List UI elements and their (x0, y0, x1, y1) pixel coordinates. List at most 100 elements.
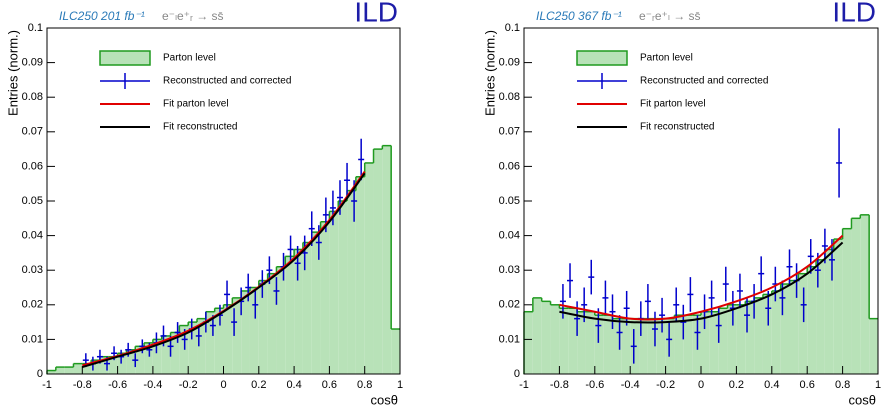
hist-bar (718, 308, 728, 374)
title: ILC250 201 fb⁻¹ (59, 9, 145, 23)
hist-bar (559, 308, 569, 374)
hist-bar (294, 249, 303, 374)
hist-bar (197, 318, 206, 374)
y-tick-label: 0 (37, 368, 43, 380)
x-tick-label: 1 (875, 379, 881, 391)
hist-bar (205, 311, 215, 374)
x-tick-label: 0 (698, 379, 704, 391)
y-tick-label: 0.02 (499, 299, 520, 311)
x-tick-label: -0.2 (179, 379, 198, 391)
legend-swatch (576, 50, 628, 66)
y-tick-label: 0.05 (499, 195, 520, 207)
hist-bar (311, 232, 321, 374)
y-tick-label: 0.09 (499, 57, 520, 69)
hist-bar (612, 318, 622, 374)
y-tick-label: 0.01 (22, 333, 43, 345)
y-tick-label: 0.1 (505, 22, 520, 34)
hist-bar (117, 353, 127, 374)
hist-bar (152, 339, 162, 374)
hist-bar (816, 259, 825, 374)
x-tick-label: -1 (519, 379, 529, 391)
hist-bar (258, 280, 268, 374)
hist-bar (585, 311, 595, 374)
panel: 0 0.01 0.02 0.03 0.04 0.05 0.06 0.07 0.08 0.09 0.1… (5, 0, 403, 407)
hist-bar (73, 363, 83, 374)
legend-label: Fit reconstructed (640, 122, 714, 133)
hist-bar (639, 318, 648, 374)
hist-bar (320, 221, 330, 374)
hist-bar (338, 201, 348, 374)
x-tick-label: 0.6 (800, 379, 815, 391)
hist-bar (674, 315, 684, 374)
subtitle: e⁻ᵣe⁺ₗ → ss̄ (639, 9, 701, 23)
hist-bar (108, 356, 118, 374)
hist-bar (47, 370, 56, 374)
hist-bar (82, 363, 92, 374)
x-tick-label: 0.8 (835, 379, 850, 391)
y-tick-label: 0.04 (499, 230, 520, 242)
x-axis-label: cosθ (849, 392, 876, 407)
hist-bar (541, 301, 551, 374)
legend-label: Parton level (163, 53, 216, 64)
hist-bar (355, 176, 365, 374)
hist-bar (594, 315, 604, 374)
hist-bar (692, 315, 701, 374)
legend-swatch (99, 50, 151, 66)
hist-bar (842, 228, 852, 374)
hist-bar (524, 311, 533, 374)
x-tick-label: -0.4 (143, 379, 162, 391)
x-tick-label: -0.6 (585, 379, 604, 391)
legend-label: Fit parton level (163, 99, 229, 110)
hist-bar (276, 266, 286, 374)
x-axis-label: cosθ (371, 392, 398, 407)
legend-label: Fit parton level (640, 99, 706, 110)
hist-bar (285, 256, 295, 374)
hist-bar (745, 301, 755, 374)
y-tick-label: 0.03 (22, 264, 43, 276)
hist-bar (754, 297, 763, 374)
hist-bar (727, 304, 737, 374)
hist-bar (683, 315, 693, 374)
fit-curve (559, 234, 844, 321)
x-tick-label: 0.8 (357, 379, 372, 391)
hist-bar (144, 342, 153, 374)
hist-bar (214, 308, 224, 374)
logo: ILD (832, 0, 876, 27)
hist-bar (621, 318, 631, 374)
hist-bar (789, 280, 799, 374)
y-tick-label: 0.06 (22, 160, 43, 172)
hist-bar (329, 211, 339, 374)
logo: ILD (354, 0, 398, 27)
hist-bar (851, 218, 861, 374)
hist-bar (188, 322, 198, 374)
hist-bar (302, 242, 312, 374)
x-tick-label: 0.2 (729, 379, 744, 391)
hist-bar (267, 273, 277, 374)
title: ILC250 367 fb⁻¹ (536, 9, 622, 23)
y-tick-label: 0.05 (22, 195, 43, 207)
hist-bar (382, 145, 392, 374)
hist-bar (99, 356, 109, 374)
y-tick-label: 0.08 (22, 91, 43, 103)
hist-bar (126, 349, 136, 374)
x-tick-label: -0.6 (108, 379, 127, 391)
y-tick-label: 0.03 (499, 264, 520, 276)
hist-bar (55, 367, 65, 374)
hist-bar (249, 287, 259, 374)
x-tick-label: 1 (397, 379, 403, 391)
hist-bar (869, 318, 878, 374)
y-tick-label: 0.08 (499, 91, 520, 103)
hist-bar (391, 329, 400, 374)
fit-curve (82, 172, 366, 369)
y-tick-label: 0 (514, 368, 520, 380)
hist-bar (736, 304, 746, 374)
panel: 0 0.01 0.02 0.03 0.04 0.05 0.06 0.07 0.08 0.09 0.1… (482, 0, 881, 407)
hist-bar (780, 284, 790, 374)
legend-label: Parton level (640, 53, 693, 64)
y-tick-label: 0.07 (499, 126, 520, 138)
x-tick-label: 0.2 (251, 379, 266, 391)
hist-bar (241, 290, 250, 374)
hist-bar (364, 162, 374, 374)
hist-bar (665, 318, 675, 374)
